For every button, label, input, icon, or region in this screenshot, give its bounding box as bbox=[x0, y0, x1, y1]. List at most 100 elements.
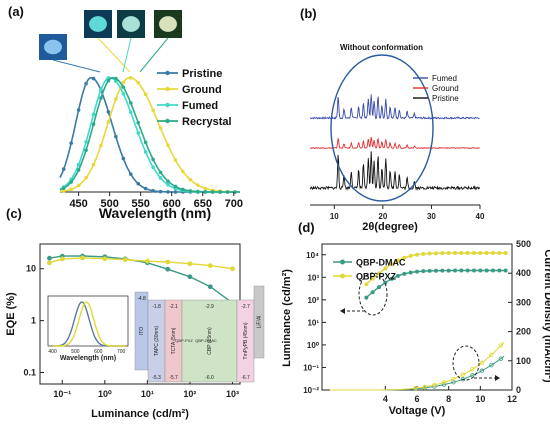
chart-a-series-0-point bbox=[114, 134, 118, 139]
chart-a-series-3-point bbox=[173, 184, 178, 189]
chart-b-ellipse bbox=[330, 54, 434, 202]
chart-a-series-0-point bbox=[69, 141, 73, 145]
chart-a-series-0-point bbox=[106, 110, 111, 114]
chart-a-series-1-point bbox=[188, 177, 193, 182]
chart-c-inset-x-tick-label: 500 bbox=[71, 349, 80, 355]
chart-a-legend-label: Pristine bbox=[182, 68, 222, 80]
chart-c-series-1-point bbox=[122, 257, 128, 263]
chart-d-legend-label: QBP-PXZ bbox=[356, 272, 397, 282]
chart-a-legend-label: Fumed bbox=[182, 100, 218, 112]
chart-d-series-1-current-point bbox=[460, 372, 466, 377]
chart-c-device-layer-3 bbox=[181, 299, 238, 383]
chart-d-series-0-luminance-point bbox=[459, 268, 464, 273]
chart-a-series-0-point bbox=[121, 156, 126, 161]
chart-c-device-homo: -6.0 bbox=[205, 375, 214, 381]
chart-a-series-1-point bbox=[181, 169, 185, 174]
chart-d-y-tick-label-left: 10⁻² bbox=[303, 386, 319, 395]
chart-a-x-tick-label: 700 bbox=[225, 198, 243, 210]
chart-d-series-1-luminance-point bbox=[484, 250, 489, 255]
chart-d-series-0-luminance-point bbox=[484, 268, 489, 273]
chart-c-series-0-point bbox=[207, 284, 213, 290]
chart-a-series-2-point bbox=[151, 165, 155, 169]
chart-d-series-1-current-point bbox=[432, 382, 437, 388]
chart-a-x-tick-label: 500 bbox=[100, 198, 118, 210]
chart-a-series-1-point bbox=[84, 175, 88, 180]
chart-a-series-1-point bbox=[173, 158, 178, 162]
chart-c-y-label: EQE (%) bbox=[5, 292, 17, 336]
chart-a-series-1-point bbox=[91, 162, 96, 167]
chart-c-x-tick-label: 10³ bbox=[226, 389, 239, 399]
chart-a-series-3-point bbox=[121, 85, 126, 89]
chart-d-series-0-current-point bbox=[498, 356, 504, 361]
chart-a-series-2-point bbox=[143, 150, 148, 154]
chart-a-x-tick-label: 650 bbox=[194, 198, 212, 210]
chart-d-y-tick-label-left: 10³ bbox=[307, 273, 319, 282]
chart-c-device-layer-label: ITO bbox=[139, 327, 145, 335]
chart-a-series-1-point bbox=[195, 183, 200, 187]
chart-a-series-3-point bbox=[84, 148, 88, 152]
chart-d-series-1-luminance-point bbox=[415, 252, 419, 257]
chart-a-series-2-point bbox=[84, 140, 88, 144]
chart-d-series-1-luminance-point bbox=[491, 250, 495, 255]
chart-d-series-0-luminance-point bbox=[377, 285, 381, 290]
chart-a-series-1-point bbox=[151, 108, 155, 113]
chart-d-series-1-luminance-point bbox=[402, 255, 407, 260]
chart-a-series-2-point bbox=[158, 176, 163, 180]
chart-a-series-0-point bbox=[76, 108, 81, 112]
chart-c-inset-x-label: Wavelength (nm) bbox=[60, 355, 116, 362]
chart-a-series-3-point bbox=[188, 189, 193, 193]
chart-d-series-0-current-point bbox=[489, 362, 494, 368]
chart-d-y-tick-label-right: 200 bbox=[516, 327, 531, 337]
chart-c-series-1-point bbox=[144, 258, 150, 264]
panel-a-letter: (a) bbox=[8, 4, 24, 19]
chart-d-series-1-luminance-point bbox=[370, 276, 375, 281]
chart-a-photo-3-glow bbox=[159, 16, 177, 32]
chart-a-series-0-point bbox=[128, 172, 133, 176]
chart-a-series-3-line bbox=[59, 76, 240, 193]
chart-a-series-1-point bbox=[121, 80, 126, 85]
chart-d-series-0-luminance-point bbox=[472, 268, 476, 273]
chart-d-x-tick-label: 10 bbox=[475, 394, 485, 404]
chart-d-legend-marker bbox=[340, 273, 345, 279]
panel-c-letter: (c) bbox=[6, 206, 22, 221]
chart-c-device-emitter-label: QBP-PXZ bbox=[175, 338, 193, 343]
chart-d-series-0-luminance-point bbox=[446, 268, 451, 273]
chart-d-series-1-current-point bbox=[479, 360, 485, 365]
chart-a-series-2-point bbox=[99, 88, 103, 92]
chart-a-series-1-point bbox=[136, 81, 141, 85]
chart-c-series-1-point bbox=[187, 261, 193, 267]
chart-c-y-tick-label: 10 bbox=[26, 264, 36, 274]
chart-d-series-1-luminance-point bbox=[421, 251, 426, 256]
chart-c-x-tick-label: 10⁰ bbox=[98, 389, 112, 399]
chart-c-device-lumo: -2.1 bbox=[169, 304, 178, 310]
chart-a-series-1-point bbox=[76, 183, 81, 188]
chart-d-series-0-luminance-point bbox=[503, 268, 508, 273]
chart-a-x-label: Wavelength (nm) bbox=[99, 205, 211, 221]
chart-c-device-homo: -5.3 bbox=[152, 375, 161, 381]
chart-d-y-tick-label-left: 10¹ bbox=[307, 318, 319, 327]
chart-a-series-1-point bbox=[106, 120, 111, 124]
chart-d-y-label-left: Luminance (cd/m²) bbox=[281, 269, 293, 367]
chart-d-series-1-luminance-point bbox=[383, 266, 388, 271]
chart-d-series-0-luminance-point bbox=[497, 268, 502, 273]
chart-c-series-0-point bbox=[47, 255, 52, 261]
chart-a-legend-marker bbox=[165, 70, 170, 76]
chart-d-series-0-luminance-point bbox=[402, 271, 407, 276]
chart-a-series-3-point bbox=[143, 140, 148, 145]
chart-a-photo-3-pointer bbox=[139, 37, 169, 73]
chart-d-series-0-luminance-point bbox=[478, 268, 483, 273]
chart-a-series-1-point bbox=[128, 76, 133, 80]
chart-a: 450 500 550 600 650 700 Pristine Ground Fumed Re… bbox=[39, 10, 243, 221]
chart-a-series-3-point bbox=[114, 76, 118, 81]
chart-b-series-0-line bbox=[309, 94, 480, 120]
chart-b-legend-label: Ground bbox=[432, 84, 459, 93]
chart-a-series-3-point bbox=[181, 187, 185, 192]
chart-c-inset-x-tick-label: 700 bbox=[117, 349, 126, 355]
chart-a-x-tick-label: 450 bbox=[69, 198, 87, 210]
chart-c-device-lumo: -2.7 bbox=[241, 304, 250, 310]
chart-d-series-0-luminance-point bbox=[389, 276, 394, 281]
chart-d-series-1-luminance-point bbox=[427, 251, 432, 256]
chart-d-series-0-luminance-point bbox=[415, 269, 419, 274]
chart-d-series-1-luminance-point bbox=[389, 262, 394, 267]
